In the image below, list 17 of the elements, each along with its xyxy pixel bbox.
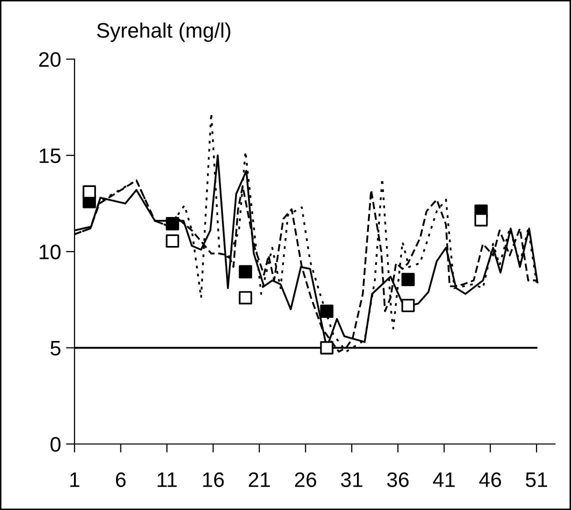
- x-tick-label: 41: [433, 472, 455, 487]
- x-tick-label: 21: [248, 472, 270, 487]
- x-tick-label: 1: [70, 472, 80, 487]
- y-axis-title: Syrehalt (mg/l): [97, 22, 230, 42]
- y-tick-label: 0: [50, 437, 61, 452]
- x-tick-label: 46: [479, 472, 501, 488]
- x-tick-label: 36: [387, 472, 409, 488]
- x-tick-label: 31: [340, 472, 362, 488]
- x-tick-label: 11: [158, 472, 177, 487]
- x-tick-label: 6: [116, 472, 126, 488]
- y-tick-label: 20: [39, 52, 61, 67]
- x-tick-label: 26: [294, 472, 316, 488]
- y-tick-label: 5: [50, 341, 60, 356]
- x-tick-label: 51: [526, 472, 548, 488]
- y-tick-label: 15: [40, 148, 60, 164]
- y-tick-label: 10: [40, 244, 61, 260]
- x-tick-label: 16: [203, 472, 224, 488]
